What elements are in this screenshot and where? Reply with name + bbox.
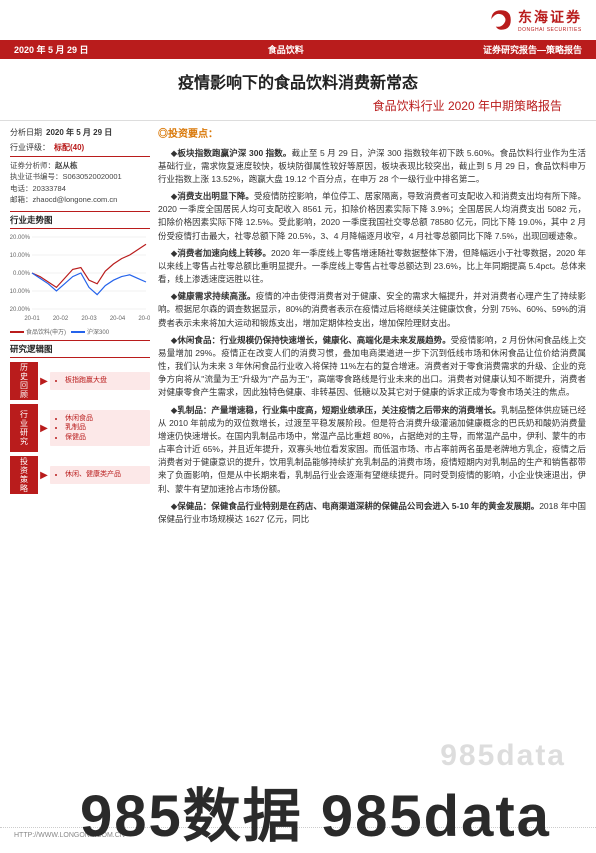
svg-text:10.00%: 10.00% xyxy=(10,253,31,259)
license-label: 执业证书编号： xyxy=(10,172,63,181)
paragraph: ◆乳制品：产量增速稳，行业集中度高，短期业绩承压，关注疫情之后带来的消费增长。乳… xyxy=(158,404,586,496)
logic-right-box: 休闲食品乳制品保健品 xyxy=(50,410,150,445)
legend-swatch-2 xyxy=(71,331,85,333)
paragraph: ◆消费支出明显下降。受疫情防控影响，单位停工、居家隔离，导致消费者可支配收入和消… xyxy=(158,190,586,243)
brand-name-cn: 东海证券 xyxy=(518,9,582,25)
report-date: 2020 年 5 月 29 日 xyxy=(14,43,89,56)
paragraph: ◆板块指数跑赢沪深 300 指数。截止至 5 月 29 日，沪深 300 指数较… xyxy=(158,147,586,187)
brand-header: 东海证券 DONGHAI SECURITIES xyxy=(0,0,596,40)
arrow-icon: ▶ xyxy=(38,376,50,387)
top-bar: 2020 年 5 月 29 日 食品饮料 证券研究报告—策略报告 xyxy=(0,40,596,59)
logic-right-box: 休闲、健康类产品 xyxy=(50,466,150,483)
legend-swatch-1 xyxy=(10,331,24,333)
svg-text:20-03: 20-03 xyxy=(81,316,97,322)
svg-text:-10.00%: -10.00% xyxy=(10,289,31,295)
svg-text:20-02: 20-02 xyxy=(53,316,69,322)
content-area: 分析日期 2020 年 5 月 29 日 行业评级： 标配(40) 证券分析师：… xyxy=(0,121,596,530)
tel-label: 电话： xyxy=(10,184,33,193)
report-category: 食品饮料 xyxy=(268,43,304,56)
left-column: 分析日期 2020 年 5 月 29 日 行业评级： 标配(40) 证券分析师：… xyxy=(10,127,150,530)
brand-name-en: DONGHAI SECURITIES xyxy=(518,27,582,33)
logic-left-label: 行业研究 xyxy=(10,404,38,452)
report-type: 证券研究报告—策略报告 xyxy=(483,43,582,56)
title-sub: 食品饮料行业 2020 年中期策略报告 xyxy=(14,97,582,114)
rating-value: 标配(40) xyxy=(54,142,84,153)
paragraph: ◆消费者加速向线上转移。2020 年一季度线上零售增速随社零数据整体下滑，但降幅… xyxy=(158,247,586,287)
rating-label: 行业评级： xyxy=(10,142,50,153)
rating-row: 行业评级： 标配(40) xyxy=(10,142,150,157)
analyst-name: 赵从栋 xyxy=(55,161,78,170)
arrow-icon: ▶ xyxy=(38,470,50,481)
paragraph: ◆休闲食品：行业规模仍保持快速增长，健康化、高端化是未来发展趋势。受疫情影响，2… xyxy=(158,334,586,400)
paragraphs-container: ◆板块指数跑赢沪深 300 指数。截止至 5 月 29 日，沪深 300 指数较… xyxy=(158,147,586,527)
logic-left-label: 投资策略 xyxy=(10,456,38,494)
chart-legend: 食品饮料(申万) 沪深300 xyxy=(10,327,150,336)
license-no: S0630520020001 xyxy=(63,172,122,181)
svg-text:20-04: 20-04 xyxy=(110,316,126,322)
svg-text:20-01: 20-01 xyxy=(24,316,40,322)
analysis-date-label: 分析日期 xyxy=(10,127,42,138)
target-icon: ◎ xyxy=(158,129,168,140)
paragraph: ◆保健品：保健食品行业特别是在药店、电商渠道深耕的保健品公司会进入 5-10 年… xyxy=(158,500,586,526)
legend-label-1: 食品饮料(申万) xyxy=(26,330,66,336)
arrow-icon: ▶ xyxy=(38,423,50,434)
right-column: ◎投资要点： ◆板块指数跑赢沪深 300 指数。截止至 5 月 29 日，沪深 … xyxy=(158,127,586,530)
tel-value: 20333784 xyxy=(33,184,66,193)
title-block: 疫情影响下的食品饮料消费新常态 食品饮料行业 2020 年中期策略报告 xyxy=(0,59,596,121)
footer: HTTP://WWW.LONGONE.COM.CN xyxy=(0,827,596,843)
analyst-label: 证券分析师： xyxy=(10,161,55,170)
email-value: zhaocd@longone.com.cn xyxy=(33,195,118,204)
logic-row: 投资策略 ▶ 休闲、健康类产品 xyxy=(10,456,150,494)
logic-row: 历史回顾 ▶ 板指跑赢大盘 xyxy=(10,362,150,400)
logic-right-box: 板指跑赢大盘 xyxy=(50,372,150,389)
paragraph: ◆健康需求持续高涨。疫情的冲击使得消费者对于健康、安全的需求大幅提升，并对消费者… xyxy=(158,290,586,330)
analysis-date-row: 分析日期 2020 年 5 月 29 日 xyxy=(10,127,150,138)
svg-text:0.00%: 0.00% xyxy=(13,271,31,277)
email-label: 邮箱： xyxy=(10,195,33,204)
footer-url: HTTP://WWW.LONGONE.COM.CN xyxy=(14,832,125,839)
logic-row: 行业研究 ▶ 休闲食品乳制品保健品 xyxy=(10,404,150,452)
chart-section-header: 行业走势图 xyxy=(10,211,150,229)
svg-text:20-05: 20-05 xyxy=(138,316,150,322)
trend-chart: -20.00% -10.00% 0.00% 10.00% 20.00% 20-01 20-0… xyxy=(10,233,150,323)
svg-text:-20.00%: -20.00% xyxy=(10,307,31,313)
logic-diagram: 历史回顾 ▶ 板指跑赢大盘行业研究 ▶ 休闲食品乳制品保健品投资策略 ▶ 休闲、… xyxy=(10,362,150,494)
analysis-date-value: 2020 年 5 月 29 日 xyxy=(46,127,112,138)
title-main: 疫情影响下的食品饮料消费新常态 xyxy=(14,69,582,93)
svg-text:20.00%: 20.00% xyxy=(10,235,31,241)
watermark-small: 985data xyxy=(440,739,566,773)
logic-section-header: 研究逻辑图 xyxy=(10,340,150,358)
logic-left-label: 历史回顾 xyxy=(10,362,38,400)
analyst-block: 证券分析师：赵从栋 执业证书编号：S0630520020001 电话：20333… xyxy=(10,160,150,205)
legend-label-2: 沪深300 xyxy=(87,330,109,336)
brand-logo: 东海证券 DONGHAI SECURITIES xyxy=(488,7,582,33)
invest-points-title: ◎投资要点： xyxy=(158,127,586,143)
brand-icon xyxy=(488,7,514,33)
